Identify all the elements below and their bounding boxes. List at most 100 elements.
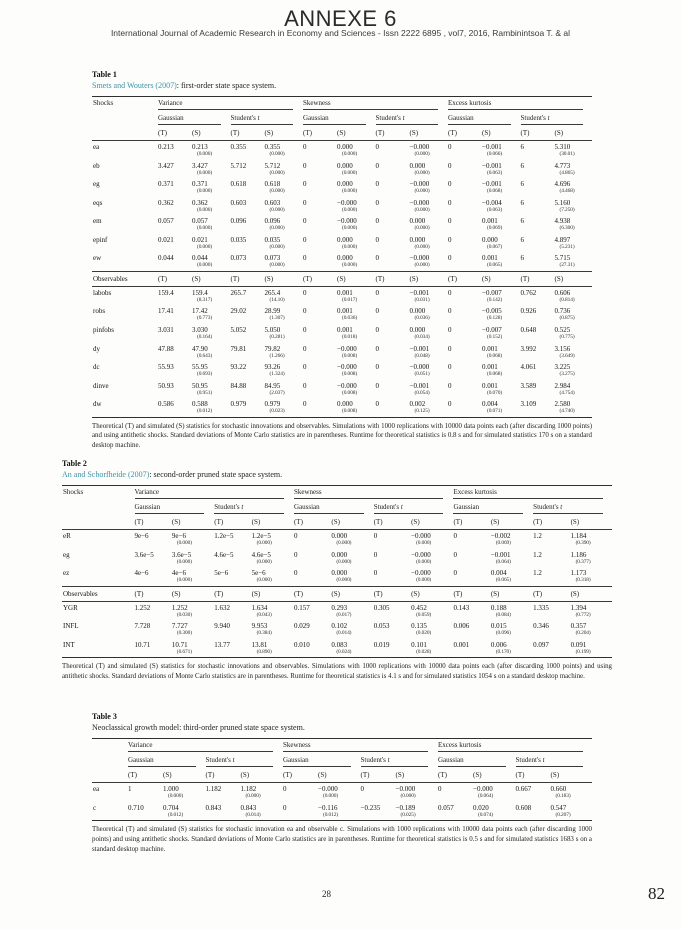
std-dev: (0.170): [495, 648, 511, 655]
corner-page-number: 82: [648, 884, 665, 903]
subgroup-header: Student's t: [360, 754, 438, 769]
std-dev: (0.068): [487, 371, 503, 378]
cell: 0.000 (0.000): [336, 160, 375, 179]
ts-header: (T): [292, 585, 331, 602]
cell: −0.000 (0.000): [317, 783, 360, 802]
std-dev: (0.017): [336, 611, 352, 618]
cell: 79.81: [230, 344, 247, 353]
table-row: eR 9e−6 9e−6 (0.000) 1.2e−5 1.2e−5 (0.000) 0 0.0…: [62, 530, 612, 549]
cell: −0.000 (0.000): [410, 530, 452, 549]
ts-header: (S): [569, 585, 612, 602]
table-row: ea 0.213 0.213 (0.000) 0.355 0.355 (0.000) 0 0.0…: [92, 141, 592, 160]
cell: 0: [375, 381, 380, 390]
table-row: eg 3.6e−5 3.6e−5 (0.000) 4.6e−5 4.6e−5 (0.000)…: [62, 549, 612, 568]
std-dev: (0.023): [269, 408, 285, 415]
cell: 4.061: [520, 363, 537, 372]
cell: 84.95 (2.037): [264, 380, 303, 399]
std-dev: (0.000): [342, 243, 358, 250]
subgroup-header: Student's t: [375, 112, 448, 127]
table-row: YGR 1.252 1.252 (0.030) 1.632 1.634 (0.043) 0.1…: [62, 601, 612, 620]
ts-header: (T): [452, 516, 490, 531]
cell: 1: [128, 785, 132, 794]
cell: 0.608: [515, 803, 532, 812]
cell: 0.096 (0.000): [264, 215, 303, 234]
ts-header: (S): [162, 769, 205, 784]
cell: 0: [373, 569, 378, 578]
subgroup-header: Student's t: [373, 501, 453, 516]
std-dev: (0.390): [575, 540, 591, 547]
cell: 4.696 (4.468): [554, 178, 593, 197]
cell: 4e−6: [134, 569, 149, 578]
cell: 0: [448, 217, 452, 226]
cell: 28.99 (1.307): [264, 305, 303, 324]
std-dev: (0.000): [197, 151, 213, 158]
table-caption: Smets and Wouters (2007): first-order st…: [92, 81, 592, 90]
cell: 0.157: [293, 603, 310, 612]
table-1-block: Table 1 Smets and Wouters (2007): first-…: [92, 70, 592, 451]
cell: −0.005 (0.128): [481, 305, 520, 324]
std-dev: (0.204): [575, 630, 591, 637]
cell: 0.346: [533, 622, 549, 631]
row-label: dw: [93, 400, 102, 409]
cell: 9e−6 (0.000): [171, 530, 213, 549]
table-row: ew 0.044 0.044 (0.000) 0.073 0.073 (0.000) 0 0.0…: [92, 252, 592, 271]
cell: 3.6e−5: [134, 550, 154, 559]
cell: 3.225 (3.275): [554, 361, 593, 380]
table-row: dc 55.93 55.95 (0.693) 93.22 93.26 (1.324) 0 −0.…: [92, 361, 592, 380]
cell: −0.001 (0.054): [409, 380, 448, 399]
ts-header: (T): [229, 127, 264, 142]
cell: 0: [438, 785, 442, 794]
subgroup-header: Student's t: [515, 754, 593, 769]
std-dev: (0.065): [495, 577, 511, 584]
citation-link[interactable]: An and Schorfheide (2007): [62, 470, 150, 479]
cell: 1.186 (0.377): [570, 549, 612, 568]
cell: 55.93: [158, 363, 174, 372]
cell: 0.603 (0.000): [264, 197, 303, 216]
stats-table: Shocks Variance Skewness Excess kurtosis Gau…: [92, 96, 592, 418]
ts-header: (S): [394, 769, 437, 784]
cell: 3.992: [520, 344, 537, 353]
std-dev: (0.070): [487, 389, 503, 396]
row-label: eg: [63, 550, 70, 559]
cell: 4.938 (6.300): [554, 215, 593, 234]
cell: 0: [373, 550, 378, 559]
std-dev: (0.012): [323, 811, 339, 818]
table-caption: An and Schorfheide (2007): second-order …: [62, 470, 612, 479]
table-row: ez 4e−6 4e−6 (0.000) 5e−6 5e−6 (0.000) 0 0.000 (0…: [62, 567, 612, 586]
ts-header: (S): [336, 270, 375, 287]
cell: 0: [303, 235, 307, 244]
ts-header: (S): [330, 516, 373, 531]
std-dev: (0.125): [414, 408, 430, 415]
table-2-block: Table 2 An and Schorfheide (2007): secon…: [62, 459, 612, 682]
std-dev: (0.000): [414, 225, 430, 232]
table-row: dinve 50.93 50.95 (0.951) 84.88 84.95 (2.037) 0…: [92, 380, 592, 399]
std-dev: (0.000): [269, 151, 285, 158]
std-dev: (2.037): [269, 389, 285, 396]
cell: 0.704 (0.012): [162, 802, 205, 821]
cell: 1.000 (0.000): [162, 783, 205, 802]
cell: 0.762: [520, 288, 537, 297]
row-label: dy: [93, 344, 100, 353]
std-dev: (0.000): [176, 540, 192, 547]
std-dev: (0.008): [342, 389, 358, 396]
cell: 50.93: [158, 381, 174, 390]
std-dev: (0.068): [487, 352, 503, 359]
std-dev: (0.096): [495, 630, 511, 637]
std-dev: (3.275): [559, 371, 575, 378]
citation-link[interactable]: Smets and Wouters (2007): [92, 81, 177, 90]
std-dev: (0.048): [414, 352, 430, 359]
cell: 0.586: [158, 400, 174, 409]
cell: 265.7: [230, 288, 247, 297]
std-dev: (0.152): [487, 334, 503, 341]
cell: 0.525 (0.775): [554, 324, 593, 343]
ts-header: (T): [204, 769, 240, 784]
cell: 0: [453, 532, 457, 541]
cell: 0.618: [230, 180, 247, 189]
cell: 0: [448, 400, 452, 409]
cell: 4.897 (5.231): [554, 234, 593, 253]
cell: 0.001 (0.018): [336, 324, 375, 343]
cell: −0.189 (0.025): [395, 802, 438, 821]
cell: 2.984 (4.754): [554, 380, 593, 399]
cell: 9.940: [214, 622, 230, 631]
cell: 3.427: [158, 161, 174, 170]
